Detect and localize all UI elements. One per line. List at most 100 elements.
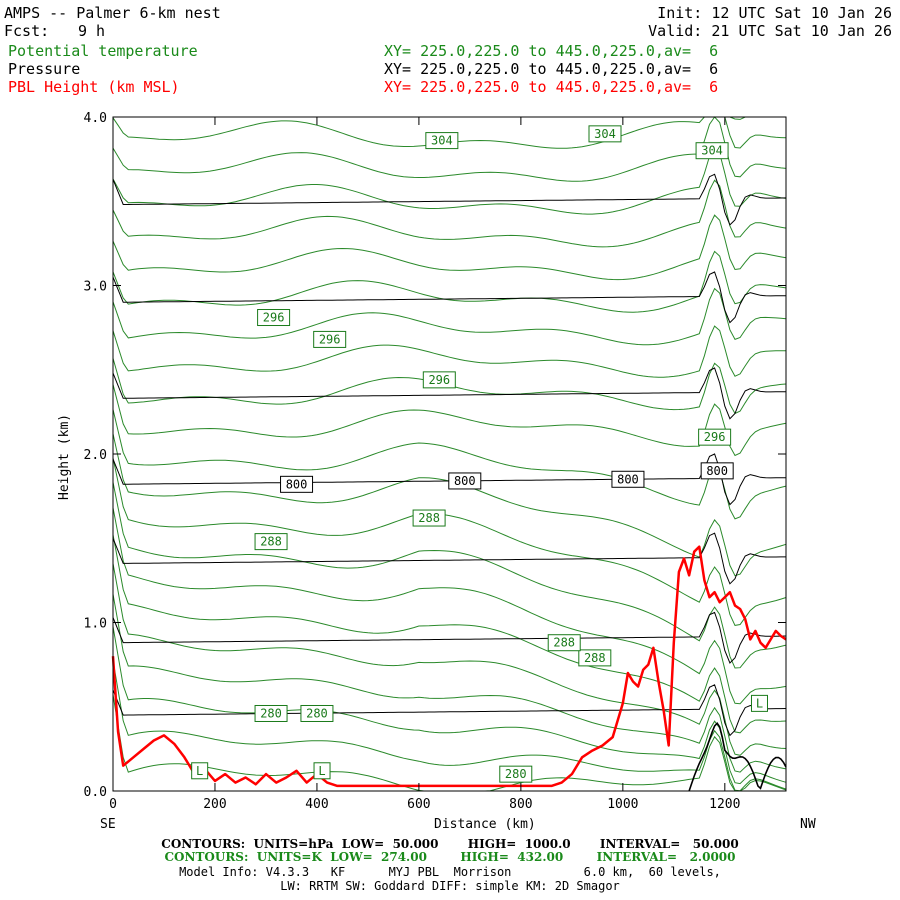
y-tick-label: 1.0	[84, 617, 107, 632]
theta-contour	[112, 384, 787, 457]
theta-label-box	[254, 533, 288, 551]
theta-contour	[112, 250, 787, 313]
field-xy-theta: XY= 225.0,225.0 to 445.0,225.0,av= 6	[384, 42, 719, 60]
field-xy-pressure: XY= 225.0,225.0 to 445.0,225.0,av= 6	[384, 60, 719, 78]
theta-contour	[112, 660, 787, 792]
theta-contour	[112, 457, 787, 626]
theta-contour	[112, 563, 787, 756]
x-tick-label: 1000	[607, 797, 638, 812]
pressure-label: 800	[617, 472, 639, 486]
x-axis-title: Distance (km)	[434, 817, 536, 832]
pbl-height-line	[111, 545, 787, 788]
x-tick-label: 400	[305, 797, 328, 812]
extremum-label: L	[756, 696, 763, 710]
pressure-contours	[112, 173, 787, 792]
theta-contour	[112, 507, 787, 705]
pressure-contour	[112, 684, 787, 737]
pressure-label-box	[611, 470, 645, 488]
valid-time: Valid: 21 UTC Sat 10 Jan 26	[648, 22, 892, 40]
theta-contour	[112, 594, 787, 773]
extremum-label: L	[196, 764, 203, 778]
theta-label-box	[257, 309, 291, 327]
pressure-contour	[112, 271, 786, 324]
extremum-label-box	[313, 762, 331, 780]
y-tick-label: 4.0	[84, 111, 107, 126]
chart-title: AMPS -- Palmer 6-km nest	[4, 4, 221, 22]
theta-label: 288	[418, 511, 440, 525]
theta-label-box	[300, 704, 334, 722]
footer-theta-contours: CONTOURS: UNITS=K LOW= 274.00 HIGH= 432.…	[164, 850, 736, 864]
x-tick-label: 0	[109, 797, 117, 812]
theta-contour	[112, 214, 787, 281]
x-tick-label: 200	[203, 797, 226, 812]
pressure-label-box	[448, 472, 482, 490]
pbl-height-series	[111, 545, 787, 788]
y-tick-label: 3.0	[84, 280, 107, 295]
theta-label: 304	[701, 144, 723, 158]
theta-contour	[112, 626, 787, 785]
theta-label-box	[425, 132, 459, 150]
pressure-contour	[112, 532, 786, 585]
pressure-contour	[112, 367, 787, 420]
init-time: Init: 12 UTC Sat 10 Jan 26	[657, 4, 892, 22]
plot-frame	[112, 116, 787, 792]
theta-contour	[112, 287, 787, 346]
theta-label-box	[313, 330, 347, 348]
pressure-label: 800	[454, 474, 476, 488]
theta-label-box	[588, 125, 622, 143]
field-name-pbl: PBL Height (km MSL)	[8, 78, 180, 96]
theta-label: 288	[584, 651, 606, 665]
extremum-label-box	[750, 694, 768, 712]
theta-label-box	[578, 649, 612, 667]
theta-label-box	[698, 428, 732, 446]
y-tick-label: 2.0	[84, 448, 107, 463]
theta-label-box	[254, 704, 288, 722]
theta-label: 280	[306, 706, 328, 720]
theta-label: 304	[431, 134, 453, 148]
theta-label: 288	[553, 636, 575, 650]
pressure-contour	[112, 173, 787, 226]
theta-contour	[112, 116, 787, 182]
footer-pressure-contours: CONTOURS: UNITS=hPa LOW= 50.000 HIGH= 10…	[161, 837, 739, 851]
footer-physics-info: LW: RRTM SW: Goddard DIFF: simple KM: 2D…	[280, 879, 620, 893]
theta-label: 304	[594, 127, 616, 141]
field-name-theta: Potential temperature	[8, 42, 198, 60]
theta-label: 288	[260, 535, 282, 549]
x-tick-label: 600	[407, 797, 430, 812]
extremum-label: L	[318, 764, 325, 778]
pressure-label: 800	[706, 464, 728, 478]
x-tick-label: 1200	[709, 797, 740, 812]
theta-label-box	[422, 371, 456, 389]
theta-label: 296	[263, 311, 285, 325]
theta-label: 280	[260, 706, 282, 720]
theta-contour	[112, 433, 787, 577]
theta-contour	[112, 409, 787, 520]
x-end-label-se: SE	[100, 817, 116, 832]
theta-label-box	[547, 634, 581, 652]
y-tick-label: 0.0	[84, 785, 107, 800]
theta-contour	[112, 179, 787, 248]
theta-label: 296	[428, 373, 450, 387]
pressure-label: 800	[286, 477, 308, 491]
forecast-label: Fcst:	[4, 22, 50, 40]
theta-label: 296	[704, 430, 726, 444]
theta-contour	[112, 482, 787, 669]
theta-contour	[112, 325, 786, 378]
x-end-label-nw: NW	[800, 817, 816, 832]
axes: 0 200 400 600 800 1000 1200 0.0 1.0 2.0 3.0 4.0	[84, 111, 786, 812]
theta-label-box	[412, 509, 446, 527]
theta-label-box	[499, 765, 533, 783]
theta-contour	[112, 534, 787, 734]
pressure-label-box	[700, 462, 734, 480]
theta-label-box	[695, 142, 729, 160]
pressure-contour-surface	[688, 722, 787, 792]
field-xy-pbl: XY= 225.0,225.0 to 445.0,225.0,av= 6	[384, 78, 719, 96]
extremum-label-box	[191, 762, 209, 780]
footer-model-info: Model Info: V4.3.3 KF MYJ PBL Morrison 6…	[179, 865, 721, 879]
theta-contours	[112, 116, 787, 792]
theta-label: 280	[505, 767, 527, 781]
y-axis-title: Height (km)	[57, 414, 72, 500]
contour-labels: 304 304 304 296 296 296 296 288 288 288 288 280 280 2…	[191, 125, 768, 783]
forecast-value: 9 h	[78, 22, 106, 40]
